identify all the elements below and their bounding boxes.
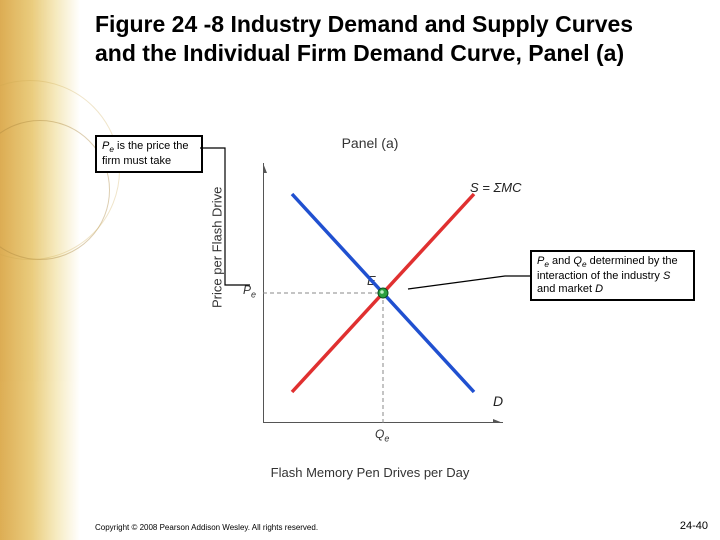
decorative-sidebar <box>0 0 80 540</box>
y-axis-label: Price per Flash Drive <box>210 186 225 307</box>
callout-text: Pe and Qe determined by the interaction … <box>537 255 678 295</box>
pe-tick: Pe <box>243 283 256 299</box>
panel-label: Panel (a) <box>342 135 399 151</box>
plot-area <box>263 163 503 423</box>
qe-tick: Qe <box>375 427 389 443</box>
callout-text: Pe is the price the firm must take <box>102 140 189 167</box>
callout-pe-price: Pe is the price the firm must take <box>95 135 203 173</box>
slide-number: 24-40 <box>680 520 708 532</box>
chart-panel-a: Panel (a) S = ΣMC D Price per Flash Driv… <box>215 135 525 480</box>
x-axis-label: Flash Memory Pen Drives per Day <box>271 465 470 480</box>
copyright-text: Copyright © 2008 Pearson Addison Wesley.… <box>95 523 318 532</box>
chart-svg <box>263 163 503 423</box>
figure-title: Figure 24 -8 Industry Demand and Supply … <box>95 10 655 68</box>
callout-pe-qe: Pe and Qe determined by the interaction … <box>530 250 695 301</box>
